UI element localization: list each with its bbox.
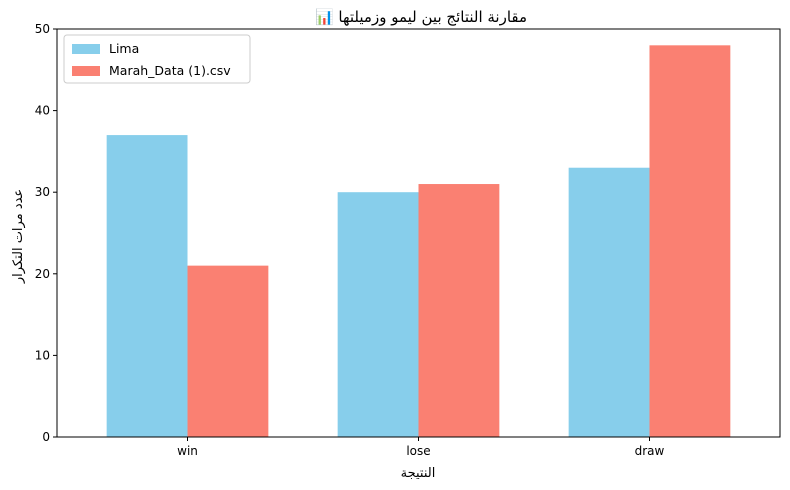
bar-series2-lose <box>418 184 500 437</box>
bar-series2-win <box>187 265 269 437</box>
y-tick-label: 10 <box>35 348 50 362</box>
legend-label-1: Lima <box>109 41 139 56</box>
bar-series2-draw <box>649 45 731 437</box>
y-tick-label: 0 <box>42 430 50 444</box>
legend-swatch-1 <box>72 44 100 54</box>
legend: Lima Marah_Data (1).csv <box>63 34 251 84</box>
bars-group <box>106 45 731 437</box>
chart-title: 📊 مقارنة النتائج بين ليمو وزميلتها <box>315 8 527 26</box>
x-axis: win lose draw <box>177 437 665 458</box>
y-tick-label: 40 <box>35 104 50 118</box>
x-axis-label: النتيجة <box>401 466 436 481</box>
legend-box <box>63 34 251 84</box>
plot-frame <box>56 28 781 438</box>
y-tick-label: 30 <box>35 185 50 199</box>
y-tick-label: 20 <box>35 267 50 281</box>
y-axis: 0 10 20 30 40 50 <box>35 22 57 444</box>
y-tick-label: 50 <box>35 22 50 36</box>
x-tick-label-lose: lose <box>406 444 430 458</box>
y-axis-label: عدد مرات التكرار <box>11 189 26 284</box>
bar-series1-win <box>106 135 188 437</box>
bar-series1-draw <box>568 167 650 437</box>
legend-swatch-2 <box>72 66 100 76</box>
x-tick-label-draw: draw <box>635 444 665 458</box>
legend-label-2: Marah_Data (1).csv <box>109 63 231 78</box>
x-tick-label-win: win <box>177 444 198 458</box>
bar-series1-lose <box>337 192 419 437</box>
